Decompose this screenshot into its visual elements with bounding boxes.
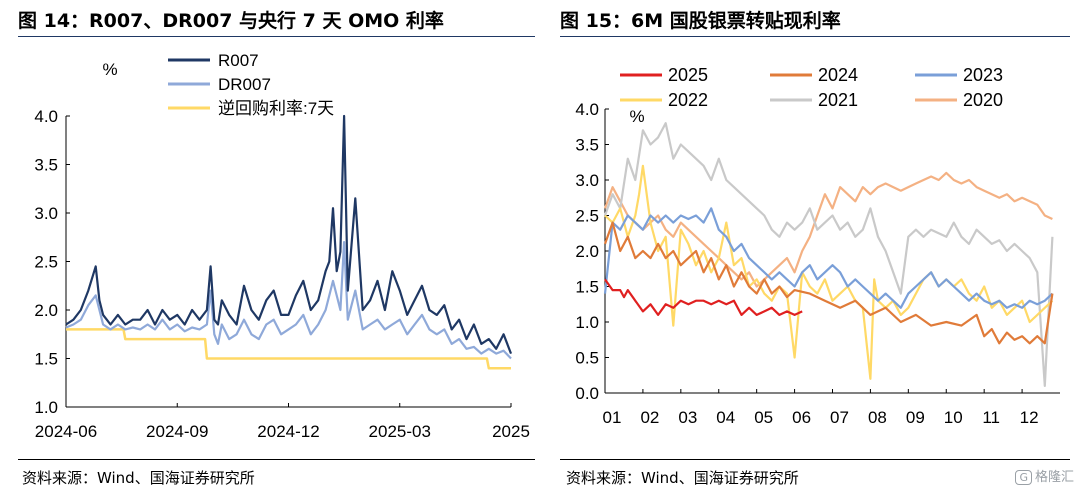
right-x-tick-label: 12 <box>1020 408 1039 427</box>
right-y-tick-label: 2.0 <box>575 242 599 261</box>
right-x-tick-label: 11 <box>982 408 1000 427</box>
left-y-tick-label: 2.5 <box>34 253 58 272</box>
right-footer-rule <box>560 459 1070 460</box>
right-y-tick-label: 3.0 <box>575 171 599 190</box>
left-unit-label: % <box>102 60 117 79</box>
right-panel-title: 图 15：6M 国股银票转贴现利率 <box>560 10 841 32</box>
right-x-tick-label: 01 <box>603 408 622 427</box>
right-y-tick-label: 1.0 <box>575 313 599 332</box>
right-legend-label-2020: 2020 <box>963 90 1003 110</box>
left-y-tick-label: 3.5 <box>34 156 58 175</box>
right-x-tick-label: 06 <box>792 408 811 427</box>
right-y-tick-label: 1.5 <box>575 278 599 297</box>
right-y-tick-label: 2.5 <box>575 207 599 226</box>
left-legend-label-r007: R007 <box>218 51 259 70</box>
left-y-tick-label: 2.0 <box>34 301 58 320</box>
left-series-line-r007 <box>65 114 513 354</box>
right-title-rule <box>560 36 1070 37</box>
right-source-note: 资料来源：Wind、国海证券研究所 <box>566 469 799 487</box>
right-series-line-2020 <box>603 171 1053 288</box>
right-x-tick-label: 08 <box>868 408 887 427</box>
left-x-tick-label: 2024-09 <box>146 422 208 441</box>
right-x-tick-label: 03 <box>678 408 697 427</box>
left-y-tick-label: 1.0 <box>34 398 58 417</box>
watermark-text: 格隆汇 <box>1034 470 1074 485</box>
left-source-note: 资料来源：Wind、国海证券研究所 <box>22 469 255 487</box>
right-series-line-2023 <box>603 207 1054 309</box>
watermark: G 格隆汇 <box>1015 466 1074 485</box>
left-series-line-dr007 <box>65 241 512 360</box>
right-x-tick-label: 05 <box>754 408 773 427</box>
watermark-icon: G <box>1015 470 1032 485</box>
left-y-tick-label: 4.0 <box>34 107 58 126</box>
right-legend-label-2024: 2024 <box>818 65 858 85</box>
left-title-rule <box>18 36 535 37</box>
right-legend-label-2023: 2023 <box>963 65 1003 85</box>
right-series-line-2025 <box>604 278 803 316</box>
left-y-tick-label: 3.0 <box>34 204 58 223</box>
left-x-tick-label: 2025-03 <box>369 422 431 441</box>
right-x-tick-label: 02 <box>640 408 659 427</box>
right-unit-label: % <box>629 107 644 126</box>
right-x-tick-label: 09 <box>906 408 925 427</box>
left-x-tick-label: 2025 <box>492 422 530 441</box>
right-x-tick-label: 07 <box>830 408 849 427</box>
right-series-line-2021 <box>603 122 1054 387</box>
right-legend-label-2025: 2025 <box>668 65 708 85</box>
right-y-tick-label: 0.0 <box>575 384 599 403</box>
left-x-tick-label: 2024-12 <box>257 422 319 441</box>
right-legend-label-2022: 2022 <box>668 90 708 110</box>
left-x-tick-label: 2024-06 <box>35 422 97 441</box>
left-series-line-7 <box>66 328 511 370</box>
right-legend-label-2021: 2021 <box>818 90 858 110</box>
left-footer-rule <box>18 459 535 460</box>
right-y-tick-label: 3.5 <box>575 136 599 155</box>
right-series-line-2022 <box>604 164 1054 380</box>
right-x-tick-label: 10 <box>944 408 963 427</box>
left-panel-title: 图 14：R007、DR007 与央行 7 天 OMO 利率 <box>18 10 444 32</box>
right-y-tick-label: 4.0 <box>575 100 599 119</box>
right-y-tick-label: 0.5 <box>575 349 599 368</box>
right-x-tick-label: 04 <box>716 408 735 427</box>
left-legend-label-dr007: DR007 <box>218 75 271 94</box>
left-legend-label-7: 逆回购利率:7天 <box>218 99 334 118</box>
right-series-line-2024 <box>603 221 1054 345</box>
left-y-tick-label: 1.5 <box>34 350 58 369</box>
